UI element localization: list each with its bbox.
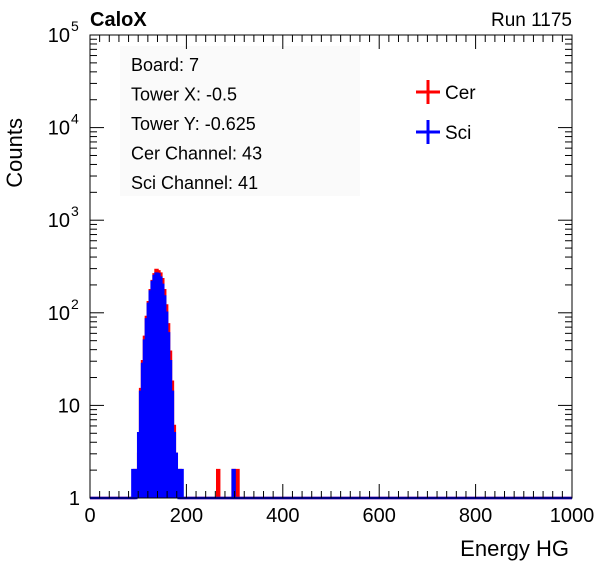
y-tick-exponent: 2 — [71, 296, 79, 312]
info-line: Tower Y: -0.625 — [131, 114, 256, 134]
x-tick-label: 400 — [266, 505, 299, 527]
legend-sci-label: Sci — [445, 123, 471, 144]
legend-cer-label: Cer — [445, 83, 476, 104]
info-line: Tower X: -0.5 — [131, 85, 237, 105]
y-tick-label: 10 — [48, 118, 70, 140]
y-tick-label: 10 — [48, 210, 70, 232]
x-tick-label: 1000 — [550, 505, 595, 527]
info-line: Cer Channel: 43 — [131, 144, 262, 164]
x-tick-label: 200 — [170, 505, 203, 527]
y-tick-exponent: 3 — [71, 203, 79, 219]
y-tick-exponent: 5 — [71, 18, 79, 34]
y-tick-label: 10 — [48, 303, 70, 325]
y-tick-label: 10 — [48, 25, 70, 47]
y-tick-label: 10 — [58, 395, 80, 417]
run-label: Run 1175 — [491, 10, 572, 31]
info-box — [120, 46, 360, 196]
series-layer — [90, 268, 572, 500]
x-axis: 0 200 400 600 800 1000 — [84, 35, 594, 527]
x-tick-label: 800 — [459, 505, 492, 527]
y-axis-title: Counts — [2, 118, 27, 188]
info-line: Sci Channel: 41 — [131, 173, 258, 193]
y-tick-exponent: 4 — [71, 111, 79, 127]
experiment-label: CaloX — [90, 9, 147, 31]
x-tick-label: 600 — [363, 505, 396, 527]
info-line: Board: 7 — [131, 55, 199, 75]
y-tick-label: 1 — [69, 488, 80, 510]
series-sci-line — [90, 272, 572, 500]
x-tick-label: 0 — [84, 505, 95, 527]
legend: Cer Sci — [416, 80, 476, 144]
info-lines: Board: 7 Tower X: -0.5 Tower Y: -0.625 Cer … — [131, 55, 262, 193]
x-axis-title: Energy HG — [460, 536, 569, 561]
